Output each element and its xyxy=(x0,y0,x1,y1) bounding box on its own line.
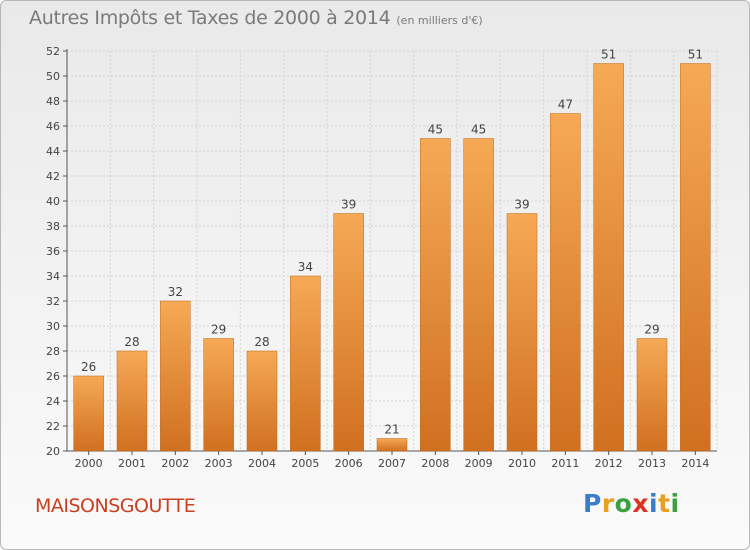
x-tick-label: 2002 xyxy=(161,457,189,470)
y-tick-label: 24 xyxy=(46,395,60,408)
x-tick-label: 2001 xyxy=(118,457,146,470)
y-tick-label: 20 xyxy=(46,445,60,458)
bar-value-label: 51 xyxy=(601,48,616,62)
proxiti-logo: Proxiti xyxy=(583,489,680,518)
logo-letter: P xyxy=(583,489,602,518)
logo-letter: i xyxy=(649,489,659,518)
x-tick-label: 2013 xyxy=(638,457,666,470)
x-tick-label: 2000 xyxy=(75,457,103,470)
y-tick-label: 38 xyxy=(46,220,60,233)
y-tick-label: 32 xyxy=(46,295,60,308)
y-tick-label: 44 xyxy=(46,145,60,158)
x-tick-label: 2012 xyxy=(595,457,623,470)
x-tick-label: 2005 xyxy=(291,457,319,470)
y-tick-label: 50 xyxy=(46,70,60,83)
logo-letter: x xyxy=(632,489,649,518)
bar-value-label: 45 xyxy=(471,123,486,137)
bar xyxy=(73,375,104,452)
bar xyxy=(550,113,581,452)
y-tick-label: 40 xyxy=(46,195,60,208)
bar-value-label: 29 xyxy=(211,323,226,337)
bar xyxy=(506,213,538,452)
y-tick-label: 28 xyxy=(46,345,60,358)
logo-letter: r xyxy=(601,489,615,518)
logo-letter: o xyxy=(614,489,633,518)
bar xyxy=(593,63,624,452)
y-tick-label: 26 xyxy=(46,370,60,383)
y-tick-label: 48 xyxy=(46,95,60,108)
y-tick-label: 46 xyxy=(46,120,60,133)
bar xyxy=(333,213,364,452)
bar-value-label: 29 xyxy=(644,323,659,337)
bar-value-label: 39 xyxy=(341,198,356,212)
logo-letter: t xyxy=(658,489,671,518)
x-tick-label: 2003 xyxy=(205,457,233,470)
x-tick-label: 2006 xyxy=(335,457,363,470)
bar xyxy=(463,138,494,452)
bar xyxy=(116,350,148,452)
bar-value-label: 26 xyxy=(81,360,96,374)
x-tick-label: 2009 xyxy=(465,457,493,470)
bar-value-label: 21 xyxy=(384,423,399,437)
bar-value-label: 28 xyxy=(124,335,139,349)
x-tick-label: 2011 xyxy=(551,457,579,470)
bar xyxy=(680,63,711,452)
bar xyxy=(290,275,321,452)
bar-value-label: 45 xyxy=(428,123,443,137)
bar xyxy=(160,300,191,452)
x-tick-label: 2007 xyxy=(378,457,406,470)
title-row: Autres Impôts et Taxes de 2000 à 2014 (en… xyxy=(29,7,483,29)
x-tick-label: 2004 xyxy=(248,457,276,470)
y-tick-label: 42 xyxy=(46,170,60,183)
y-tick-label: 36 xyxy=(46,245,60,258)
bar-value-label: 28 xyxy=(254,335,269,349)
bar xyxy=(203,338,234,452)
x-tick-label: 2010 xyxy=(508,457,536,470)
chart-subtitle: (en milliers d'€) xyxy=(396,14,483,27)
logo-letter: i xyxy=(670,489,680,518)
commune-name: MAISONSGOUTTE xyxy=(35,495,196,517)
y-tick-label: 30 xyxy=(46,320,60,333)
bar xyxy=(636,338,668,452)
bar xyxy=(246,350,278,452)
bar-value-label: 47 xyxy=(558,98,573,112)
bar-value-label: 32 xyxy=(168,285,183,299)
y-tick-label: 22 xyxy=(46,420,60,433)
chart-title: Autres Impôts et Taxes de 2000 à 2014 xyxy=(29,7,391,29)
y-tick-label: 52 xyxy=(46,45,60,58)
y-tick-label: 34 xyxy=(46,270,60,283)
bar-value-label: 34 xyxy=(298,260,313,274)
bar-value-label: 51 xyxy=(688,48,703,62)
bar-value-label: 39 xyxy=(514,198,529,212)
bar xyxy=(420,138,451,452)
bar xyxy=(376,438,408,452)
x-tick-label: 2014 xyxy=(681,457,709,470)
x-tick-label: 2008 xyxy=(421,457,449,470)
